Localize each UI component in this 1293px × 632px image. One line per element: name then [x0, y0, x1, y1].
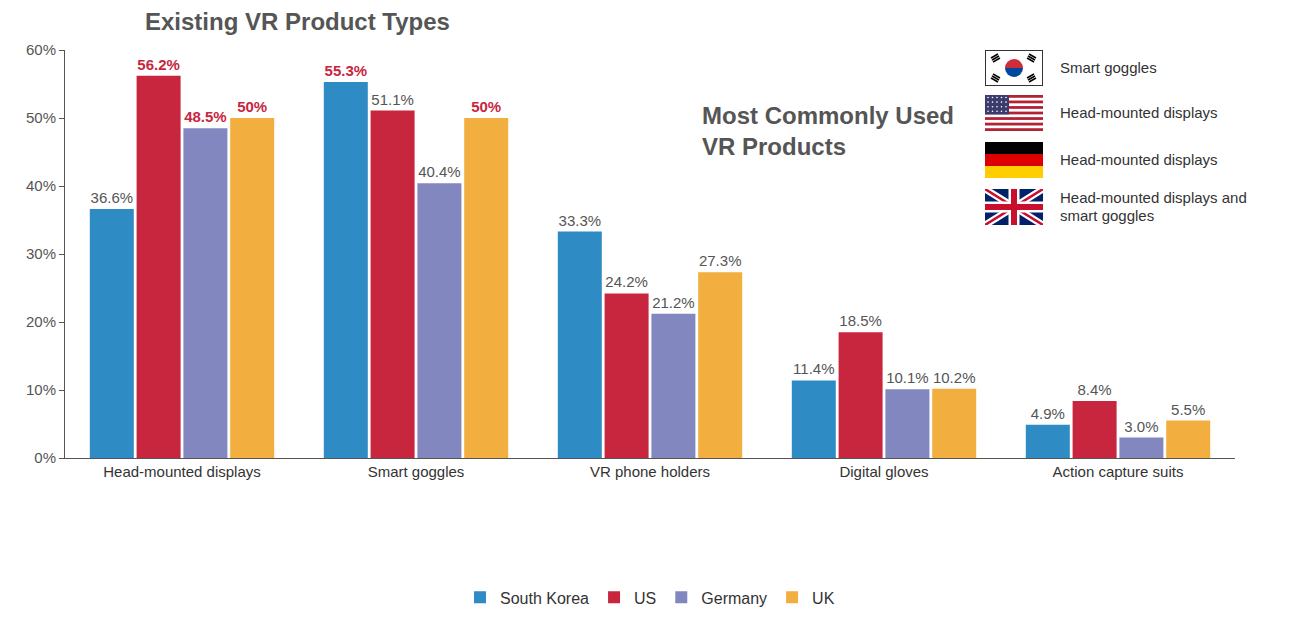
- svg-text:48.5%: 48.5%: [184, 108, 227, 125]
- svg-text:18.5%: 18.5%: [839, 312, 882, 329]
- svg-text:10.2%: 10.2%: [933, 369, 976, 386]
- svg-text:Head-mounted displays: Head-mounted displays: [103, 463, 261, 480]
- svg-text:50%: 50%: [26, 109, 56, 126]
- svg-text:4.9%: 4.9%: [1031, 405, 1065, 422]
- svg-text:50%: 50%: [471, 98, 501, 115]
- html-text:Head-mounted displays: Head-mounted displays: [1060, 104, 1218, 121]
- html-text:Head-mounted displays: Head-mounted displays: [1060, 151, 1218, 168]
- svg-text:50%: 50%: [237, 98, 267, 115]
- svg-text:3.0%: 3.0%: [1124, 418, 1158, 435]
- svg-text:40.4%: 40.4%: [418, 163, 461, 180]
- html-text:Head-mounted displays and smar: Head-mounted displays and smart goggles: [1060, 189, 1247, 224]
- svg-text:South Korea: South Korea: [500, 590, 589, 607]
- svg-text:40%: 40%: [26, 177, 56, 194]
- svg-text:27.3%: 27.3%: [699, 252, 742, 269]
- svg-text:Most Commonly UsedVR Products: Most Commonly UsedVR Products: [702, 102, 954, 160]
- svg-text:10.1%: 10.1%: [886, 369, 929, 386]
- svg-text:VR phone holders: VR phone holders: [590, 463, 710, 480]
- svg-text:56.2%: 56.2%: [137, 56, 180, 73]
- svg-text:Germany: Germany: [701, 590, 767, 607]
- svg-text:60%: 60%: [26, 41, 56, 58]
- svg-text:UK: UK: [812, 590, 835, 607]
- svg-text:Digital gloves: Digital gloves: [839, 463, 928, 480]
- svg-text:0%: 0%: [34, 449, 56, 466]
- html-text:Smart goggles: Smart goggles: [1060, 59, 1157, 76]
- svg-text:30%: 30%: [26, 245, 56, 262]
- svg-text:8.4%: 8.4%: [1077, 381, 1111, 398]
- svg-text:Smart goggles: Smart goggles: [368, 463, 465, 480]
- svg-text:33.3%: 33.3%: [559, 212, 602, 229]
- svg-text:10%: 10%: [26, 381, 56, 398]
- svg-text:US: US: [634, 590, 656, 607]
- svg-text:55.3%: 55.3%: [325, 62, 368, 79]
- svg-text:20%: 20%: [26, 313, 56, 330]
- svg-text:21.2%: 21.2%: [652, 294, 695, 311]
- svg-text:5.5%: 5.5%: [1171, 401, 1205, 418]
- svg-text:51.1%: 51.1%: [371, 91, 414, 108]
- svg-text:Action capture suits: Action capture suits: [1053, 463, 1184, 480]
- svg-text:11.4%: 11.4%: [793, 360, 834, 377]
- svg-text:Existing VR Product Types: Existing VR Product Types: [145, 8, 450, 35]
- svg-text:24.2%: 24.2%: [605, 273, 648, 290]
- svg-text:36.6%: 36.6%: [91, 189, 134, 206]
